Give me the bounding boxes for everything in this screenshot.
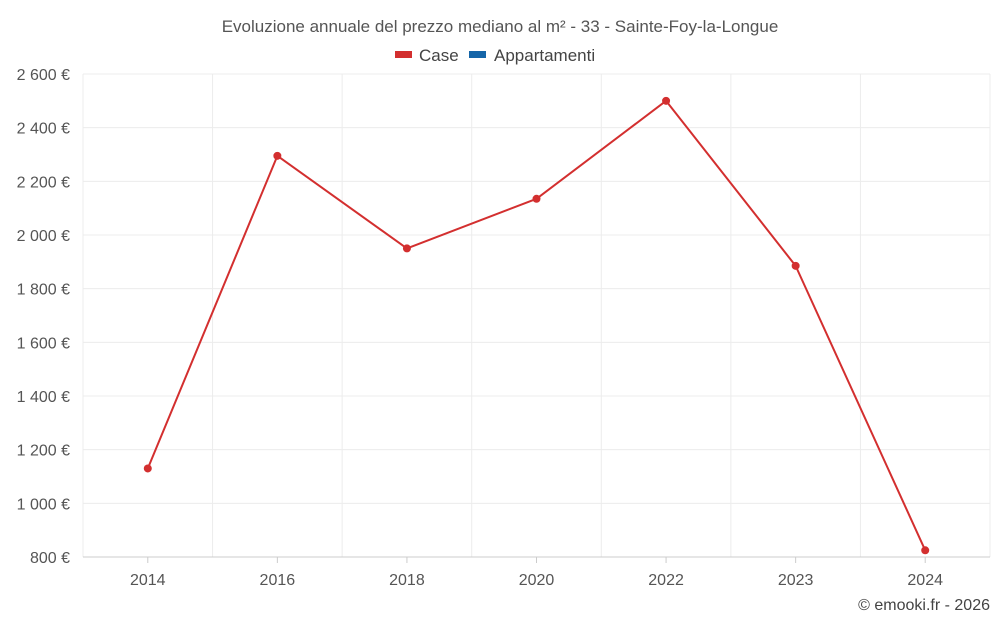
grid — [82, 73, 991, 557]
y-tick-label: 1 000 € — [17, 496, 70, 513]
plot-area — [143, 96, 930, 555]
legend-swatch-case — [395, 51, 412, 58]
credit-text: © emooki.fr - 2026 — [858, 597, 990, 614]
data-point[interactable] — [402, 244, 411, 253]
y-tick-label: 2 200 € — [17, 174, 70, 191]
x-axis: 2014 2016 2018 2020 2022 2023 2024 — [83, 556, 990, 589]
legend-item-appartamenti[interactable]: Appartamenti — [469, 46, 595, 65]
y-tick-label: 2 400 € — [17, 121, 70, 138]
y-tick-label: 2 000 € — [17, 228, 70, 245]
x-tick-label: 2022 — [648, 572, 684, 589]
x-tick-label: 2016 — [260, 572, 296, 589]
y-tick-label: 1 200 € — [17, 443, 70, 460]
data-point[interactable] — [532, 194, 541, 203]
y-tick-label: 800 € — [30, 550, 70, 567]
data-point[interactable] — [662, 96, 671, 105]
x-tick-label: 2023 — [778, 572, 814, 589]
data-point[interactable] — [921, 546, 930, 555]
x-tick-label: 2014 — [130, 572, 166, 589]
y-axis: 800 € 1 000 € 1 200 € 1 400 € 1 600 € 1 800 €… — [17, 67, 70, 567]
series-line-0 — [146, 99, 927, 551]
x-tick-label: 2018 — [389, 572, 425, 589]
legend-label-appartamenti: Appartamenti — [494, 46, 595, 65]
y-tick-label: 2 600 € — [17, 67, 70, 84]
data-point[interactable] — [273, 151, 282, 160]
data-point[interactable] — [791, 261, 800, 270]
y-tick-label: 1 400 € — [17, 389, 70, 406]
x-tick-label: 2020 — [519, 572, 555, 589]
data-point[interactable] — [143, 464, 152, 473]
legend: Case Appartamenti — [395, 46, 595, 65]
y-tick-label: 1 800 € — [17, 282, 70, 299]
chart-title: Evoluzione annuale del prezzo mediano al… — [222, 17, 779, 36]
y-tick-label: 1 600 € — [17, 335, 70, 352]
legend-label-case: Case — [419, 46, 459, 65]
legend-item-case[interactable]: Case — [395, 46, 459, 65]
x-tick-label: 2024 — [907, 572, 943, 589]
legend-swatch-appartamenti — [469, 51, 486, 58]
